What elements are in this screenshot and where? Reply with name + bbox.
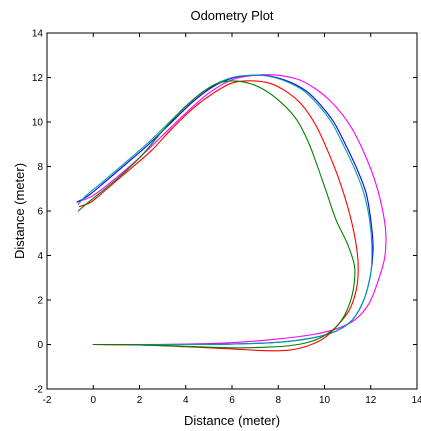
series-line-2 bbox=[77, 75, 373, 344]
x-tick-label: -2 bbox=[43, 395, 52, 406]
series-layer bbox=[77, 75, 386, 351]
x-tick-label: 8 bbox=[275, 395, 281, 406]
x-tick-label: 10 bbox=[319, 395, 331, 406]
x-tick-label: 14 bbox=[411, 395, 421, 406]
y-axis-label: Distance (meter) bbox=[12, 163, 27, 259]
y-tick-label: 4 bbox=[37, 251, 43, 262]
plot-frame bbox=[47, 33, 417, 389]
x-tick-label: 2 bbox=[137, 395, 143, 406]
y-tick-label: 2 bbox=[37, 296, 43, 307]
series-line-1 bbox=[77, 75, 386, 345]
y-tick-label: 10 bbox=[32, 118, 44, 129]
x-tick-label: 6 bbox=[229, 395, 235, 406]
y-tick-label: 8 bbox=[37, 162, 43, 173]
series-line-4 bbox=[79, 81, 358, 351]
y-tick-label: 14 bbox=[32, 29, 44, 40]
x-tick-label: 12 bbox=[365, 395, 377, 406]
y-tick-label: -2 bbox=[34, 385, 43, 396]
y-tick-label: 6 bbox=[37, 207, 43, 218]
x-axis-label: Distance (meter) bbox=[184, 413, 280, 428]
y-tick-label: 0 bbox=[37, 340, 43, 351]
series-line-3 bbox=[78, 75, 372, 344]
y-tick-label: 12 bbox=[32, 73, 44, 84]
x-tick-label: 0 bbox=[90, 395, 96, 406]
chart-title: Odometry Plot bbox=[190, 8, 273, 23]
x-tick-label: 4 bbox=[183, 395, 189, 406]
